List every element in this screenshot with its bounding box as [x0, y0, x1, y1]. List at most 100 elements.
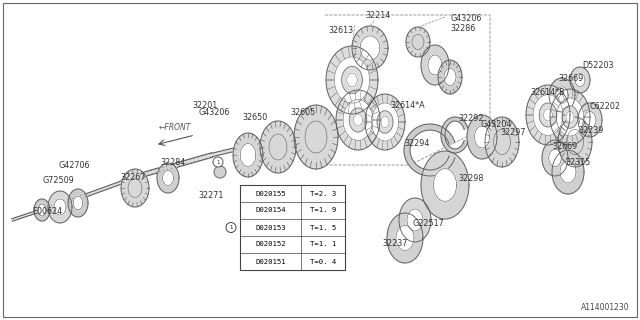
Polygon shape [34, 199, 50, 221]
Polygon shape [542, 140, 568, 176]
Polygon shape [584, 111, 596, 129]
Polygon shape [343, 100, 373, 140]
Polygon shape [157, 163, 179, 193]
Text: E00624: E00624 [32, 207, 62, 217]
Polygon shape [566, 111, 574, 123]
Polygon shape [360, 36, 380, 60]
Text: 32298: 32298 [458, 173, 483, 182]
Polygon shape [396, 226, 414, 251]
Polygon shape [336, 90, 380, 150]
Text: 32286: 32286 [450, 23, 476, 33]
Text: 32614*A: 32614*A [390, 100, 424, 109]
Text: 32271: 32271 [198, 190, 223, 199]
Polygon shape [68, 189, 88, 217]
Polygon shape [550, 89, 590, 145]
Polygon shape [421, 45, 449, 85]
Text: T=1. 9: T=1. 9 [310, 207, 336, 213]
Text: 32315: 32315 [565, 157, 590, 166]
Text: G43204: G43204 [480, 119, 511, 129]
Polygon shape [578, 103, 602, 137]
Text: D52203: D52203 [582, 60, 614, 69]
Polygon shape [326, 46, 378, 114]
Text: 32239: 32239 [578, 125, 604, 134]
Text: D020153: D020153 [255, 225, 286, 230]
Text: 32613: 32613 [328, 26, 353, 35]
Text: A114001230: A114001230 [581, 303, 630, 312]
Polygon shape [347, 73, 357, 87]
Text: 32669: 32669 [552, 141, 577, 150]
Text: D020155: D020155 [255, 190, 286, 196]
Bar [240, 185, 345, 270]
Text: 32605: 32605 [291, 108, 316, 116]
Text: 32669: 32669 [558, 74, 583, 83]
Text: G43206: G43206 [198, 108, 230, 116]
Polygon shape [560, 161, 576, 183]
Text: G43206: G43206 [450, 13, 481, 22]
Text: D020154: D020154 [255, 207, 286, 213]
Polygon shape [349, 108, 367, 132]
Polygon shape [556, 98, 584, 136]
Polygon shape [404, 124, 455, 176]
Polygon shape [214, 166, 226, 178]
Text: 32292: 32292 [458, 114, 483, 123]
Circle shape [213, 157, 223, 167]
Text: T=0. 4: T=0. 4 [310, 259, 336, 265]
Polygon shape [558, 117, 592, 167]
Text: 32650: 32650 [243, 113, 268, 122]
Polygon shape [334, 57, 370, 103]
Polygon shape [240, 144, 256, 166]
Polygon shape [352, 26, 388, 70]
Polygon shape [467, 115, 497, 159]
Text: T=2. 3: T=2. 3 [310, 190, 336, 196]
Text: 32297: 32297 [500, 127, 525, 137]
Text: G72509: G72509 [42, 175, 74, 185]
Polygon shape [441, 117, 468, 153]
Polygon shape [342, 67, 362, 93]
Text: T=1. 1: T=1. 1 [310, 242, 336, 247]
Polygon shape [73, 196, 83, 210]
Polygon shape [533, 95, 563, 135]
Polygon shape [526, 85, 570, 145]
Polygon shape [575, 74, 585, 86]
Polygon shape [86, 173, 143, 196]
Polygon shape [406, 27, 430, 57]
Text: 32201: 32201 [192, 100, 217, 109]
Polygon shape [54, 199, 66, 215]
Polygon shape [381, 116, 389, 128]
Polygon shape [42, 193, 88, 212]
Circle shape [226, 222, 236, 233]
Polygon shape [377, 111, 393, 133]
Text: G42706: G42706 [58, 161, 90, 170]
Polygon shape [212, 128, 316, 157]
Polygon shape [543, 109, 552, 121]
Polygon shape [548, 149, 561, 167]
Text: 32267: 32267 [120, 172, 145, 181]
Polygon shape [549, 78, 575, 112]
Polygon shape [48, 191, 72, 223]
Text: 32214: 32214 [365, 11, 390, 20]
Text: 32284: 32284 [160, 157, 185, 166]
Polygon shape [552, 150, 584, 194]
Polygon shape [233, 133, 263, 177]
Polygon shape [399, 198, 431, 242]
Polygon shape [556, 87, 568, 103]
Polygon shape [540, 103, 557, 127]
Text: G22517: G22517 [412, 220, 444, 228]
Polygon shape [387, 213, 423, 263]
Text: D020151: D020151 [255, 259, 286, 265]
Text: 32237: 32237 [382, 239, 408, 249]
Text: 1: 1 [229, 225, 233, 230]
Polygon shape [12, 209, 42, 221]
Polygon shape [562, 106, 578, 128]
Polygon shape [121, 169, 149, 207]
Polygon shape [354, 114, 362, 126]
Polygon shape [428, 55, 442, 75]
Polygon shape [438, 60, 462, 94]
Polygon shape [163, 171, 173, 186]
Polygon shape [474, 126, 490, 148]
Polygon shape [444, 68, 456, 85]
Polygon shape [485, 117, 519, 167]
Text: 1: 1 [216, 159, 220, 164]
Polygon shape [260, 121, 296, 173]
Polygon shape [421, 151, 469, 219]
